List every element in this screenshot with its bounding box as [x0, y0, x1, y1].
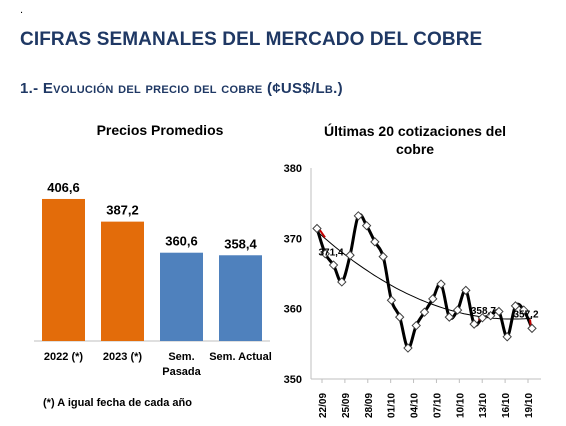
- bar-value-label: 406,6: [47, 180, 80, 195]
- data-point-marker: [320, 249, 330, 259]
- x-tick-label: 28/09: [364, 393, 375, 418]
- data-point-marker: [510, 301, 521, 311]
- data-point-marker: [370, 237, 380, 247]
- y-tick-label: 380: [284, 163, 302, 175]
- data-point-marker: [361, 220, 372, 231]
- data-point-marker: [403, 343, 413, 353]
- data-point-marker: [494, 306, 504, 317]
- bar-category-label: Sem.: [168, 351, 194, 363]
- data-point-marker: [328, 260, 339, 270]
- bar-category-label: Pasada: [162, 366, 201, 378]
- bar-2: [101, 221, 144, 341]
- data-point-marker: [394, 312, 405, 322]
- data-label: 358,7: [471, 306, 496, 317]
- bar-1: [42, 198, 85, 341]
- data-point-marker: [345, 250, 355, 260]
- data-point-marker: [452, 305, 463, 315]
- data-point-marker: [502, 332, 512, 342]
- bar-category-label: 2022 (*): [44, 351, 83, 363]
- bar-value-label: 358,4: [224, 236, 257, 251]
- line-chart-title: Últimas 20 cotizaciones del cobre: [300, 122, 530, 158]
- data-point-marker: [527, 323, 537, 334]
- data-point-marker: [485, 310, 496, 321]
- data-point-marker: [312, 223, 322, 234]
- data-label: 371,4: [318, 247, 343, 258]
- data-point-marker: [419, 307, 430, 317]
- data-point-marker: [444, 312, 455, 322]
- page-title: CIFRAS SEMANALES DEL MERCADO DEL COBRE: [20, 29, 483, 50]
- data-point-marker: [378, 251, 388, 262]
- line-chart-title-line-1: Últimas 20 cotizaciones del: [323, 123, 507, 139]
- data-point-marker: [353, 211, 364, 221]
- header-dot: .: [20, 4, 24, 16]
- footnote: (*) A igual fecha de cada año: [43, 397, 192, 409]
- price-series-line: [315, 213, 534, 350]
- bar-4: [219, 255, 262, 341]
- data-point-marker: [337, 277, 347, 287]
- x-tick-label: 22/09: [318, 393, 329, 418]
- y-tick-label: 370: [284, 233, 302, 245]
- section-title: 1.- Evolución del precio del cobre (¢US$…: [20, 80, 343, 97]
- y-tick-label: 360: [284, 304, 302, 316]
- data-label: 357,2: [513, 309, 538, 320]
- line-chart: 350 360 370 380 22/09 25/09 28/09 01/10 04/10 07/…: [284, 163, 541, 418]
- x-tick-label: 16/10: [501, 393, 512, 418]
- x-tick-label: 01/10: [387, 393, 398, 418]
- bar-category-label: Sem. Actual: [209, 351, 272, 363]
- data-point-marker: [386, 295, 397, 305]
- data-point-marker: [428, 294, 438, 304]
- line-chart-title-line-2: cobre: [395, 141, 435, 157]
- x-tick-label: 10/10: [455, 393, 466, 418]
- data-point-marker: [477, 313, 488, 323]
- bar-value-label: 360,6: [165, 234, 198, 249]
- data-point-marker: [461, 285, 471, 296]
- x-tick-label: 25/09: [341, 393, 352, 418]
- data-point-marker: [519, 305, 529, 315]
- x-tick-label: 07/10: [432, 393, 443, 418]
- bar-chart-title: Precios Promedios: [96, 122, 224, 138]
- x-tick-label: 19/10: [524, 393, 535, 418]
- bar-category-label: 2023 (*): [103, 351, 142, 363]
- data-point-marker: [436, 279, 446, 289]
- x-tick-label: 04/10: [410, 393, 421, 418]
- y-tick-label: 350: [284, 374, 302, 386]
- bar-chart: 406,6 2022 (*) 387,2 2023 (*) 360,6 Sem. Pasad…: [34, 180, 272, 378]
- data-point-marker: [411, 320, 421, 331]
- bar-value-label: 387,2: [106, 203, 139, 218]
- trendline: [316, 230, 533, 320]
- x-tick-label: 13/10: [478, 393, 489, 418]
- data-point-marker: [469, 319, 479, 329]
- bar-3: [160, 252, 203, 341]
